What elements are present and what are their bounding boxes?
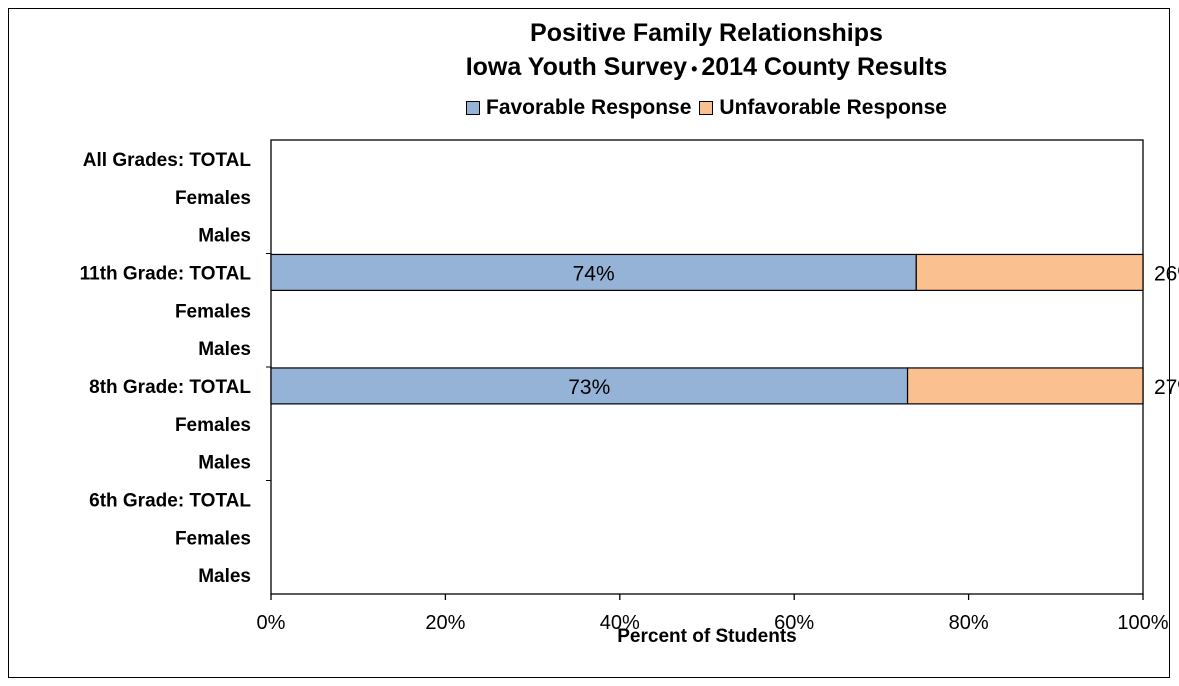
subtitle-separator: • (691, 59, 698, 79)
data-label-favorable: 74% (573, 262, 615, 285)
x-tick-label: 0% (257, 612, 286, 634)
category-label: Males (198, 453, 251, 474)
category-label: 6th Grade: TOTAL (89, 490, 251, 511)
category-label: Females (175, 528, 251, 549)
legend-swatch-favorable (466, 101, 480, 115)
legend-item-favorable: Favorable Response (466, 96, 691, 120)
category-label: 11th Grade: TOTAL (80, 263, 252, 284)
legend-label-unfavorable: Unfavorable Response (719, 96, 947, 119)
data-label-favorable: 73% (568, 376, 610, 399)
bar-unfavorable (915, 253, 1144, 291)
x-axis-label: Percent of Students (617, 626, 796, 647)
legend-item-unfavorable: Unfavorable Response (699, 96, 947, 120)
category-label: Males (198, 339, 251, 360)
data-label-unfavorable: 26% (1154, 262, 1179, 285)
category-label: All Grades: TOTAL (83, 150, 252, 171)
category-label: Males (198, 226, 251, 247)
category-label: Females (175, 415, 251, 436)
legend-label-favorable: Favorable Response (486, 96, 692, 119)
data-label-unfavorable: 27% (1154, 376, 1179, 399)
legend-swatch-unfavorable (699, 101, 714, 115)
x-tick-label: 60% (774, 612, 814, 634)
x-tick-label: 100% (1117, 612, 1168, 634)
category-label: 8th Grade: TOTAL (89, 377, 251, 398)
bar-unfavorable (906, 367, 1144, 405)
bar-favorable (270, 367, 909, 405)
x-tick-label: 80% (949, 612, 989, 634)
x-tick-label: 40% (600, 612, 640, 634)
category-label: Males (198, 566, 251, 587)
subtitle-right: 2014 County Results (701, 53, 948, 81)
category-label: Females (175, 188, 251, 209)
category-label: Females (175, 301, 251, 322)
plot-area (270, 139, 1144, 595)
chart-subtitle: Iowa Youth Survey • 2014 County Results (270, 53, 1143, 82)
x-tick-label: 20% (425, 612, 465, 634)
legend: Favorable Response Unfavorable Response (270, 96, 1143, 120)
chart-title: Positive Family Relationships (530, 19, 883, 47)
subtitle-left: Iowa Youth Survey (465, 53, 688, 81)
